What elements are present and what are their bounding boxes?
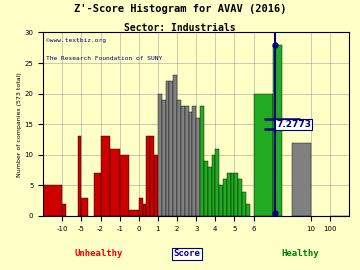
Text: Sector: Industrials: Sector: Industrials: [124, 23, 236, 33]
Bar: [246, 204, 250, 216]
Bar: [173, 75, 177, 216]
Text: Score: Score: [174, 249, 201, 258]
Text: Healthy: Healthy: [282, 249, 319, 258]
Bar: [204, 161, 208, 216]
Bar: [192, 106, 196, 216]
Text: The Research Foundation of SUNY: The Research Foundation of SUNY: [46, 56, 162, 61]
Text: 7.2773: 7.2773: [276, 120, 311, 129]
Bar: [238, 179, 242, 216]
Bar: [170, 81, 173, 216]
Bar: [219, 185, 223, 216]
Bar: [94, 173, 100, 216]
Bar: [120, 155, 129, 216]
Y-axis label: Number of companies (573 total): Number of companies (573 total): [17, 72, 22, 177]
Bar: [110, 149, 120, 216]
Bar: [177, 100, 181, 216]
Bar: [150, 136, 154, 216]
Bar: [234, 173, 238, 216]
Bar: [223, 179, 227, 216]
Bar: [154, 155, 158, 216]
Bar: [181, 106, 185, 216]
Text: Z'-Score Histogram for AVAV (2016): Z'-Score Histogram for AVAV (2016): [74, 4, 286, 14]
Bar: [185, 106, 189, 216]
Bar: [43, 185, 62, 216]
Bar: [78, 136, 81, 216]
Bar: [166, 81, 170, 216]
Bar: [129, 210, 139, 216]
Bar: [242, 191, 246, 216]
Bar: [231, 173, 234, 216]
Bar: [143, 204, 147, 216]
Bar: [208, 167, 212, 216]
Bar: [200, 106, 204, 216]
Bar: [189, 112, 192, 216]
Bar: [147, 136, 150, 216]
Bar: [100, 136, 110, 216]
Bar: [162, 100, 166, 216]
Bar: [227, 173, 231, 216]
Bar: [81, 198, 88, 216]
Bar: [139, 198, 143, 216]
Bar: [292, 143, 311, 216]
Bar: [196, 118, 200, 216]
Text: Unhealthy: Unhealthy: [74, 249, 122, 258]
Bar: [158, 94, 162, 216]
Bar: [253, 94, 273, 216]
Bar: [215, 149, 219, 216]
Bar: [273, 45, 282, 216]
Bar: [62, 204, 66, 216]
Text: ©www.textbiz.org: ©www.textbiz.org: [46, 38, 106, 43]
Bar: [212, 155, 215, 216]
